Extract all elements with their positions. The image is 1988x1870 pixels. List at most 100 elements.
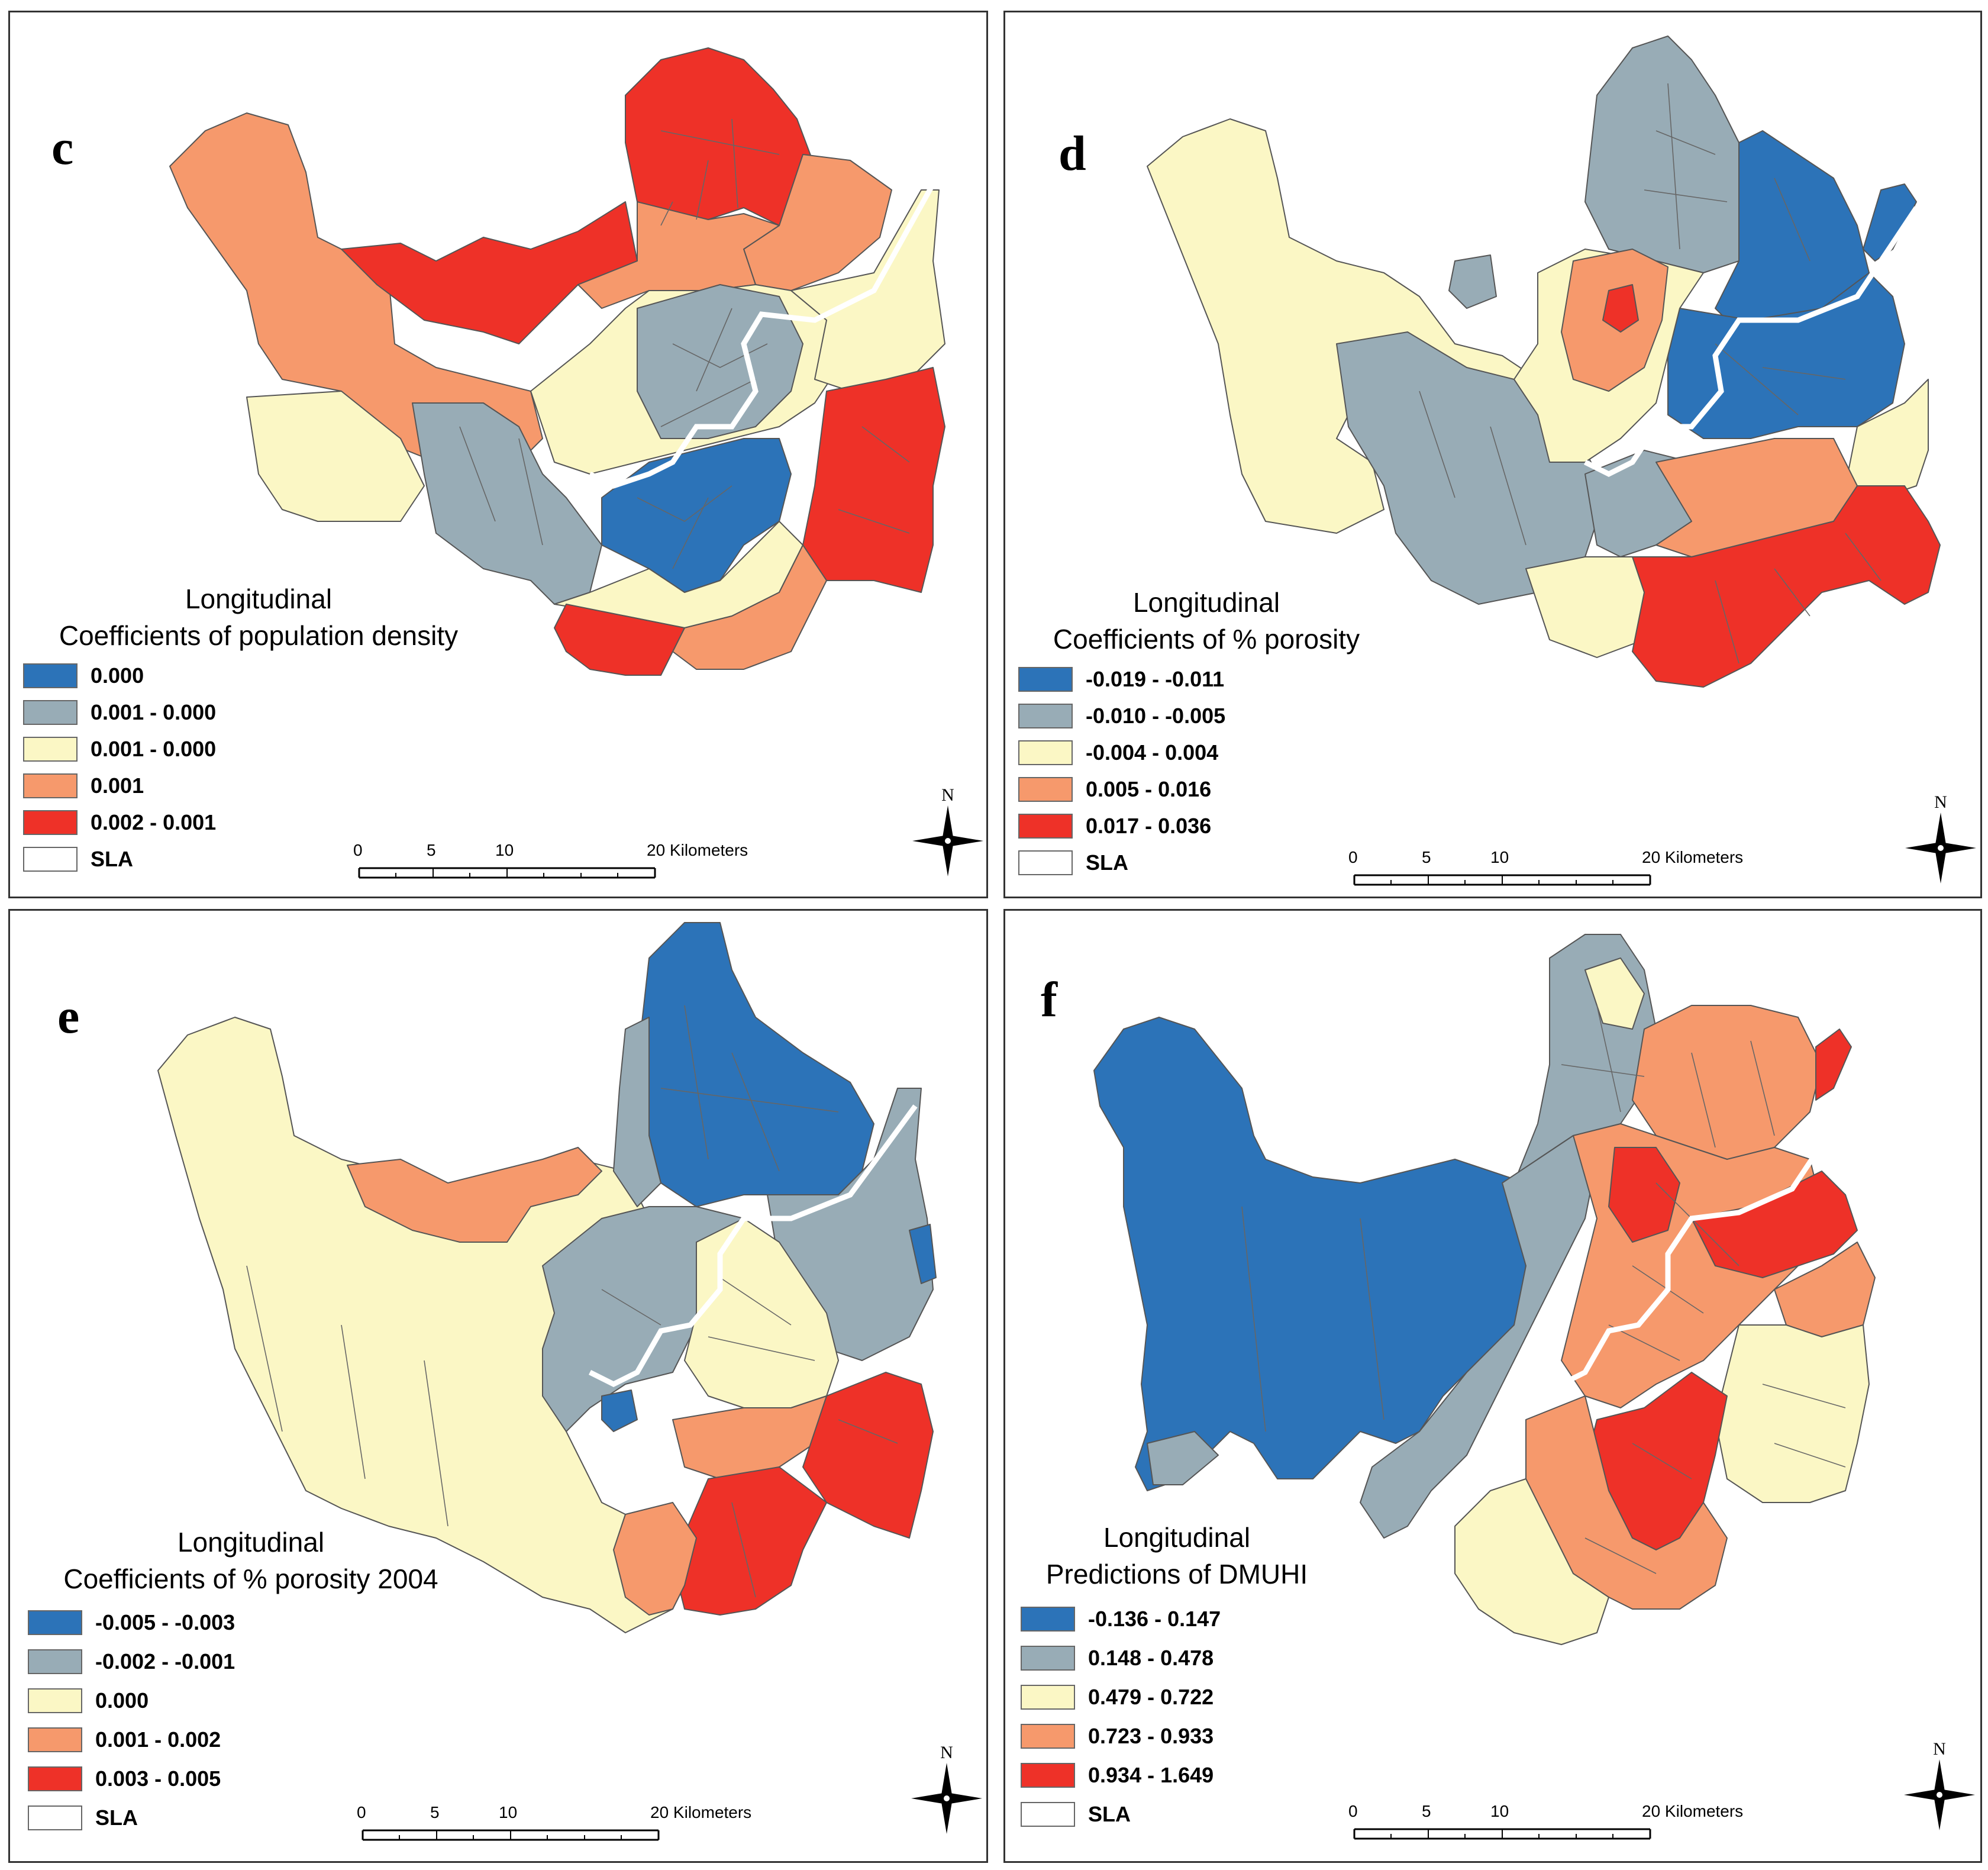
- region-f-central-red: [1608, 1147, 1680, 1243]
- scale-tick-label: 0: [353, 841, 363, 859]
- legend-label: 0.934 - 1.649: [1088, 1763, 1214, 1787]
- legend-title-line2: Predictions of DMUHI: [1045, 1559, 1308, 1590]
- north-arrow: N: [908, 1739, 985, 1846]
- region-e-east-blue: [909, 1224, 937, 1284]
- legend-item: 0.002 - 0.001: [23, 804, 216, 841]
- legend-label: SLA: [95, 1805, 138, 1830]
- legend-label: 0.001 - 0.000: [91, 700, 217, 724]
- legend-swatch: [1021, 1607, 1075, 1632]
- north-arrow-icon: N: [912, 785, 983, 876]
- north-label: N: [1933, 1739, 1946, 1759]
- north-label: N: [941, 785, 954, 805]
- legend-item: 0.723 - 0.933: [1021, 1717, 1221, 1756]
- choropleth-map-c: [169, 47, 945, 676]
- region-d-north-grey: [1584, 36, 1751, 273]
- legend-label: 0.723 - 0.933: [1088, 1724, 1214, 1748]
- legend-item: -0.002 - -0.001: [28, 1642, 235, 1681]
- north-arrow: N: [1902, 789, 1979, 895]
- north-arrow-icon: N: [1905, 792, 1976, 884]
- legend-item: 0.001 - 0.000: [23, 694, 216, 731]
- legend-title: Longitudinal Coefficients of population …: [16, 581, 501, 654]
- legend-swatch: [1018, 850, 1073, 875]
- scale-tick-label: 5: [1422, 848, 1431, 866]
- scale-bar: 0 5 10 20 Kilometers: [1348, 848, 1798, 895]
- region-c-south-orange: [672, 544, 827, 670]
- scale-end-label: 20 Kilometers: [650, 1803, 752, 1821]
- region-e-north-grey: [613, 1017, 661, 1207]
- north-arrow: N: [1901, 1736, 1978, 1842]
- legend-item: 0.000: [23, 657, 216, 694]
- scale-tick-label: 10: [495, 841, 514, 859]
- legend-item: -0.019 - -0.011: [1018, 661, 1225, 698]
- legend-label: 0.002 - 0.001: [91, 810, 217, 834]
- scale-tick-label: 0: [1348, 848, 1358, 866]
- scale-end-label: 20 Kilometers: [1642, 848, 1744, 866]
- scale-tick-label: 0: [357, 1803, 366, 1821]
- region-f-ne-red-strip: [1815, 1028, 1852, 1101]
- region-f-east-yellow: [1715, 1324, 1870, 1503]
- choropleth-map-f: [1093, 934, 1876, 1645]
- legend-item: 0.001 - 0.000: [23, 731, 216, 768]
- legend-item: SLA: [1018, 844, 1225, 881]
- legend-swatch: [1021, 1802, 1075, 1827]
- scale-bar: 0 5 10 20 Kilometers: [353, 841, 803, 888]
- scale-end-label: 20 Kilometers: [1642, 1802, 1744, 1820]
- scale-tick-label: 5: [427, 841, 436, 859]
- legend-label: SLA: [91, 847, 133, 871]
- legend-label: SLA: [1088, 1802, 1131, 1826]
- legend-label: SLA: [1086, 850, 1128, 875]
- panel-letter: c: [51, 120, 74, 175]
- legend-swatch: [1018, 704, 1073, 728]
- north-label: N: [940, 1743, 953, 1762]
- legend-label: -0.136 - 0.147: [1088, 1607, 1221, 1631]
- legend-label: 0.000: [91, 663, 144, 688]
- legend-swatch: [23, 663, 78, 688]
- region-c-central-grey: [637, 284, 803, 439]
- north-label: N: [1934, 792, 1947, 812]
- legend-title-line1: Longitudinal: [177, 1527, 325, 1558]
- legend: -0.136 - 0.147 0.148 - 0.478 0.479 - 0.7…: [1021, 1600, 1221, 1834]
- legend-swatch: [28, 1805, 82, 1830]
- region-c-south-red: [554, 604, 685, 676]
- scale-tick-label: 10: [1490, 1802, 1509, 1820]
- legend-item: 0.934 - 1.649: [1021, 1756, 1221, 1795]
- legend-item: -0.004 - 0.004: [1018, 734, 1225, 771]
- legend-label: -0.004 - 0.004: [1086, 740, 1219, 765]
- legend-item: 0.148 - 0.478: [1021, 1639, 1221, 1678]
- legend-label: -0.002 - -0.001: [95, 1649, 235, 1674]
- scale-tick-label: 5: [430, 1803, 440, 1821]
- legend-item: SLA: [1021, 1795, 1221, 1834]
- region-d-small-grey: [1448, 254, 1497, 309]
- north-arrow: N: [909, 782, 986, 888]
- legend-swatch: [23, 737, 78, 762]
- legend-swatch: [1021, 1724, 1075, 1749]
- legend-label: 0.001: [91, 773, 144, 798]
- legend: 0.000 0.001 - 0.000 0.001 - 0.000 0.001 …: [23, 657, 216, 878]
- legend-swatch: [23, 847, 78, 872]
- river-f: [1536, 1098, 1854, 1388]
- legend: -0.019 - -0.011 -0.010 - -0.005 -0.004 -…: [1018, 661, 1225, 881]
- legend-swatch: [23, 700, 78, 725]
- region-c-east-red: [802, 367, 945, 593]
- region-f-north-yellow: [1584, 957, 1645, 1030]
- region-d-ne-strip: [1863, 183, 1917, 262]
- scale-bar-graphic: [362, 1829, 660, 1841]
- legend-title: Longitudinal Coefficients of % porosity …: [23, 1524, 479, 1597]
- legend-item: SLA: [23, 841, 216, 878]
- legend-item: 0.001: [23, 768, 216, 804]
- legend-item: 0.001 - 0.002: [28, 1720, 235, 1759]
- region-d-mid-blue: [1667, 272, 1905, 439]
- legend-label: 0.479 - 0.722: [1088, 1685, 1214, 1709]
- region-f-south-yellow: [1454, 1478, 1609, 1645]
- legend-swatch: [1018, 740, 1073, 765]
- legend-label: -0.019 - -0.011: [1086, 667, 1225, 691]
- legend-label: 0.148 - 0.478: [1088, 1646, 1214, 1670]
- region-e-small-blue: [601, 1389, 638, 1432]
- legend-swatch: [28, 1727, 82, 1752]
- legend-swatch: [23, 810, 78, 835]
- scale-tick-label: 10: [499, 1803, 518, 1821]
- legend: -0.005 - -0.003 -0.002 - -0.001 0.000 0.…: [28, 1603, 235, 1837]
- region-e-east-red: [802, 1372, 934, 1539]
- legend-item: -0.010 - -0.005: [1018, 698, 1225, 734]
- legend-swatch: [28, 1610, 82, 1635]
